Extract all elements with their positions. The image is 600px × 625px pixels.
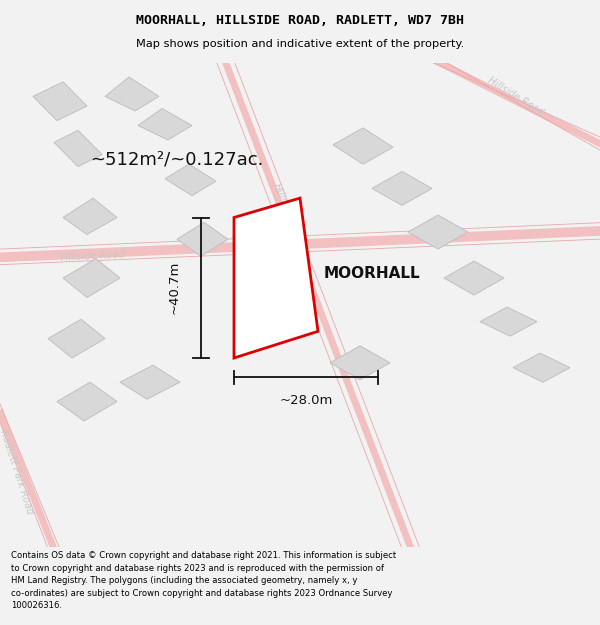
- Polygon shape: [333, 128, 393, 164]
- Polygon shape: [444, 261, 504, 295]
- Polygon shape: [372, 171, 432, 206]
- Polygon shape: [177, 222, 228, 256]
- Polygon shape: [234, 198, 318, 358]
- Text: Hillside Road: Hillside Road: [486, 75, 546, 118]
- Polygon shape: [63, 259, 120, 298]
- Polygon shape: [138, 109, 192, 140]
- Polygon shape: [63, 198, 117, 234]
- Text: ~512m²/~0.127ac.: ~512m²/~0.127ac.: [91, 151, 263, 168]
- Text: Map shows position and indicative extent of the property.: Map shows position and indicative extent…: [136, 39, 464, 49]
- Polygon shape: [57, 382, 117, 421]
- Text: MOORHALL: MOORHALL: [323, 266, 421, 281]
- Polygon shape: [408, 215, 468, 249]
- Polygon shape: [330, 346, 390, 380]
- Polygon shape: [54, 130, 102, 167]
- Text: Hillside Road: Hillside Road: [61, 249, 125, 263]
- Polygon shape: [480, 307, 537, 336]
- Polygon shape: [48, 319, 105, 358]
- Text: MOORHALL, HILLSIDE ROAD, RADLETT, WD7 7BH: MOORHALL, HILLSIDE ROAD, RADLETT, WD7 7B…: [136, 14, 464, 27]
- Polygon shape: [33, 82, 87, 121]
- Polygon shape: [105, 77, 159, 111]
- Text: Hillside: Hillside: [271, 182, 293, 219]
- Text: ~40.7m: ~40.7m: [167, 261, 181, 314]
- Polygon shape: [120, 365, 180, 399]
- Polygon shape: [513, 353, 570, 382]
- Text: Contains OS data © Crown copyright and database right 2021. This information is : Contains OS data © Crown copyright and d…: [11, 551, 396, 611]
- Polygon shape: [165, 164, 216, 196]
- Text: Radlett Park Road: Radlett Park Road: [0, 428, 35, 515]
- Text: ~28.0m: ~28.0m: [280, 394, 332, 407]
